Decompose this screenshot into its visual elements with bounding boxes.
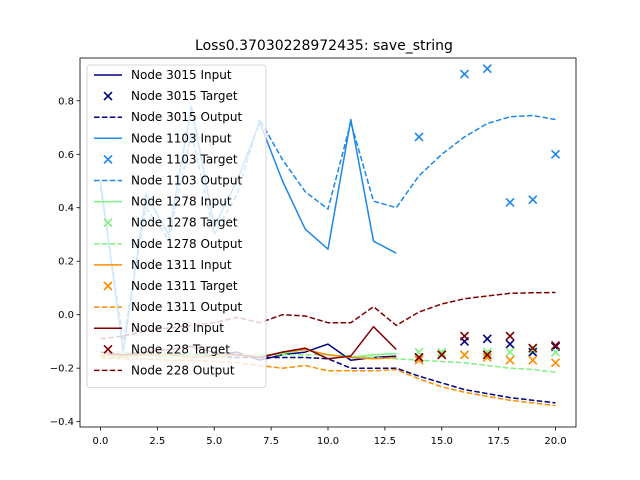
node-228-target-marker — [528, 343, 538, 353]
node-1311-target-marker — [528, 355, 538, 365]
legend-label: Node 1278 Input — [131, 195, 232, 209]
legend: Node 3015 Input Node 3015 Target Node 3015… — [86, 64, 267, 388]
node-1278-target-marker — [528, 344, 538, 355]
node-1103-target-marker — [459, 69, 470, 79]
legend-label: Node 3015 Output — [131, 110, 242, 124]
y-tick-label: −0.2 — [50, 364, 74, 375]
node-228-target-marker — [459, 331, 470, 341]
y-tick-label: 0.8 — [58, 96, 74, 107]
legend-label: Node 1311 Output — [131, 300, 242, 314]
y-tick-label: −0.4 — [50, 417, 74, 428]
legend-label: Node 228 Input — [131, 321, 224, 335]
y-tick-label: 0.0 — [58, 310, 74, 321]
x-tick-label: 0.0 — [93, 436, 109, 447]
legend-label: Node 228 Output — [131, 363, 235, 377]
legend-marker — [103, 154, 113, 164]
node-228-target-marker — [414, 352, 424, 363]
legend-marker — [103, 344, 113, 354]
node-1103-target-marker — [528, 195, 538, 205]
y-tick-label: 0.6 — [58, 150, 74, 161]
node-1311-target-marker — [482, 352, 492, 363]
legend-label: Node 1278 Target — [131, 216, 238, 230]
legend-label: Node 1103 Output — [131, 174, 242, 188]
node-228-output-line — [100, 291, 556, 340]
legend-label: Node 1311 Target — [131, 279, 238, 293]
x-tick-label: 20.0 — [544, 436, 566, 447]
x-tick-label: 5.0 — [206, 436, 222, 447]
legend-box — [86, 64, 267, 388]
x-tick-label: 2.5 — [149, 436, 165, 447]
x-tick-label: 12.5 — [374, 436, 396, 447]
node-1311-target-marker — [505, 355, 515, 365]
x-tick-label: 10.0 — [317, 436, 339, 447]
node-1103-target-marker — [414, 132, 424, 142]
x-tick-label: 15.0 — [431, 436, 453, 447]
node-1278-target-marker — [505, 347, 515, 357]
legend-label: Node 1103 Target — [131, 152, 238, 166]
y-tick-label: 0.2 — [58, 257, 74, 268]
y-tick-label: 0.4 — [58, 203, 74, 214]
node-3015-target-marker — [505, 339, 515, 349]
node-1103-target-marker — [482, 64, 492, 74]
legend-label: Node 228 Target — [131, 342, 230, 356]
legend-label: Node 1103 Input — [131, 131, 232, 145]
node-3015-target-marker — [528, 347, 538, 357]
node-3015-target-marker — [482, 334, 492, 344]
legend-marker — [103, 281, 113, 291]
node-1103-target-marker — [505, 197, 515, 207]
node-228-target-marker — [550, 340, 561, 351]
legend-label: Node 3015 Target — [131, 89, 238, 103]
x-tick-label: 17.5 — [488, 436, 510, 447]
x-tick-label: 7.5 — [263, 436, 279, 447]
y-axis: −0.4 −0.2 0.0 0.2 0.4 0.6 0.8 — [50, 96, 80, 428]
node-1278-target-marker — [437, 347, 447, 357]
node-1311-target-marker — [414, 355, 424, 365]
legend-marker — [103, 91, 113, 101]
legend-label: Node 3015 Input — [131, 68, 232, 82]
legend-label: Node 1278 Output — [131, 237, 242, 251]
legend-marker — [103, 218, 113, 228]
node-1311-target-marker — [550, 358, 561, 368]
node-228-target-marker — [437, 350, 447, 360]
legend-label: Node 1311 Input — [131, 258, 232, 272]
node-1278-target-marker — [550, 347, 561, 357]
node-228-target-marker — [505, 331, 515, 341]
x-axis: 0.0 2.5 5.0 7.5 10.0 12.5 15.0 17.5 20.0 — [93, 427, 567, 447]
node-1103-target-marker — [550, 149, 561, 159]
node-1311-target-marker — [459, 350, 470, 360]
chart-title: Loss0.37030228972435: save_string — [195, 38, 453, 54]
node-228-target-marker — [482, 350, 492, 360]
